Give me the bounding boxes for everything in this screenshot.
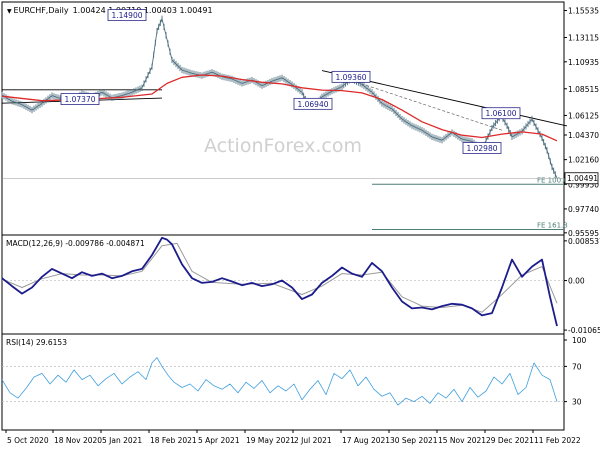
pivot-label: 1.06940 [297, 100, 328, 109]
price-y-tick-label: 0.95595 [568, 229, 599, 238]
macd-line [1, 236, 558, 327]
dashed-trendline [351, 80, 503, 131]
price-y-tick-label: 1.10935 [568, 58, 599, 67]
pivot-label: 1.07370 [64, 95, 95, 104]
pivot-label: 1.09360 [335, 73, 366, 82]
pivot-label-box [107, 9, 147, 22]
pivot-label: 1.06100 [485, 109, 516, 118]
last-price-label: 1.00491 [567, 174, 598, 183]
macd-label: MACD(12,26,9) -0.009786 -0.004871 [6, 239, 145, 248]
rsi-panel: 100 70 30 [1, 336, 587, 407]
x-tick-label: 17 Aug 2021 [342, 436, 390, 445]
macd-y-tick-label: -0.010659 [568, 326, 600, 335]
price-y-tick-label: 0.97740 [568, 205, 599, 214]
x-tick-label: 15 Nov 2021 [438, 436, 486, 445]
macd-y-tick-label: 0.008537 [568, 237, 600, 246]
rsi-line [1, 357, 558, 406]
pivot-label: 1.02980 [466, 144, 497, 153]
moving-average-line [1, 74, 558, 142]
price-y-tick-label: 1.15535 [568, 7, 599, 16]
watermark-text: ActionForex.com [204, 135, 362, 157]
rsi-y-tick-label: 30 [572, 398, 582, 407]
pivot-label-box [331, 70, 371, 83]
last-price-box [564, 172, 599, 185]
price-y-tick-label: 0.99950 [568, 180, 599, 189]
x-tick-label: 2 Jul 2021 [294, 436, 332, 445]
x-tick-label: 30 Sep 2021 [390, 436, 438, 445]
rsi-label: RSI(14) 29.6153 [6, 338, 67, 347]
rsi-y-tick-label: 100 [572, 336, 587, 345]
x-tick-label: 19 May 2021 [246, 436, 295, 445]
pivot-label: 1.14900 [111, 11, 142, 20]
symbol-name: EURCHF,Daily [14, 6, 69, 15]
price-y-tick-label: 1.13115 [568, 34, 599, 43]
rsi-panel-frame [1, 333, 565, 431]
x-tick-label: 5 Jan 2021 [102, 436, 142, 445]
pivot-label-box [293, 97, 333, 110]
price-y-tick-label: 1.02160 [568, 156, 599, 165]
price-y-tick-label: 1.06125 [568, 111, 599, 120]
price-panel: 1.15535 1.13115 1.10935 1.08515 1.06125 1.043… [1, 7, 599, 238]
fe-level-label: FE 161.8 [537, 222, 568, 230]
pivot-label-box [462, 142, 502, 154]
x-tick-label: 18 Feb 2021 [150, 436, 197, 445]
rsi-y-tick-label: 70 [572, 362, 582, 371]
price-y-tick-label: 1.08515 [568, 85, 599, 94]
x-tick-label: 11 Feb 2022 [534, 436, 581, 445]
price-y-tick-label: 1.04370 [568, 131, 599, 140]
x-tick-label: 5 Oct 2020 [7, 436, 49, 445]
fe-level-label: FE 100.0 [537, 176, 568, 184]
macd-panel: 0.008537 0.00 -0.010659 [1, 236, 600, 335]
x-axis: 5 Oct 2020 18 Nov 2020 5 Jan 2021 18 Feb 20… [5, 430, 581, 445]
x-tick-label: 29 Dec 2021 [486, 436, 534, 445]
pivot-label-box [60, 93, 100, 105]
x-tick-label: 5 Apr 2021 [198, 436, 240, 445]
pivot-label-box [481, 107, 521, 120]
x-tick-label: 18 Nov 2020 [54, 436, 102, 445]
symbol-arrow-icon: ▼ [7, 8, 14, 15]
macd-y-tick-label: 0.00 [568, 277, 585, 286]
